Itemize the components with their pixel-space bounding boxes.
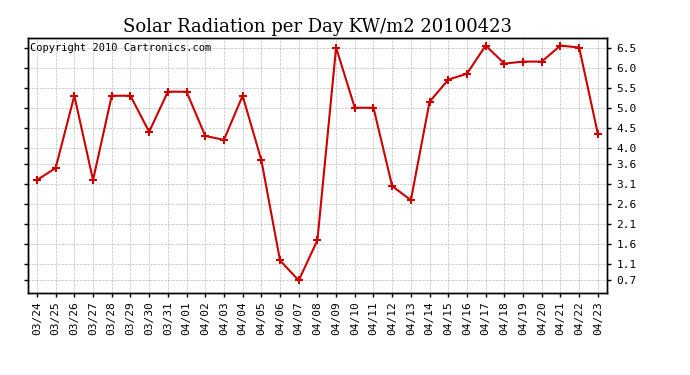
Title: Solar Radiation per Day KW/m2 20100423: Solar Radiation per Day KW/m2 20100423 [123,18,512,36]
Text: Copyright 2010 Cartronics.com: Copyright 2010 Cartronics.com [30,43,212,52]
